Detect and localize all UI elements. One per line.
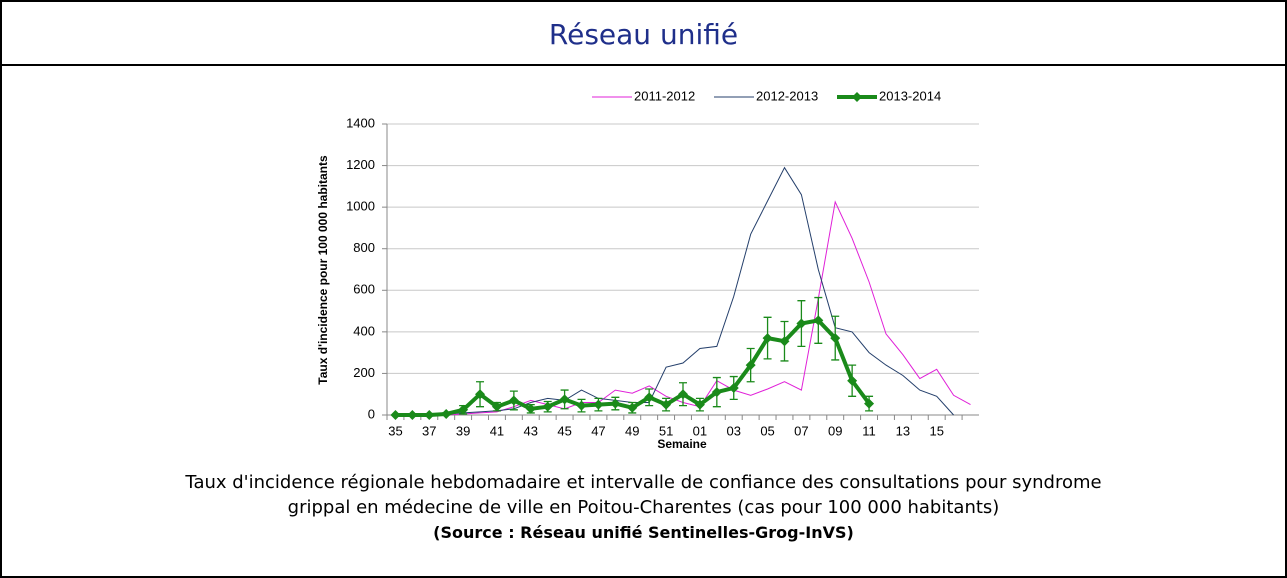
source: (Source : Réseau unifié Sentinelles-Grog… bbox=[433, 523, 854, 542]
marker bbox=[864, 398, 875, 409]
chart: Taux d'incidence pour 100 000 habitants … bbox=[316, 88, 979, 451]
x-tick-label: 13 bbox=[896, 423, 910, 438]
y-tick-label: 600 bbox=[353, 282, 375, 297]
y-axis-title: Taux d'incidence pour 100 000 habitants bbox=[316, 155, 330, 385]
y-tick-label: 0 bbox=[368, 406, 375, 421]
y-tick-label: 400 bbox=[353, 323, 375, 338]
marker bbox=[678, 389, 688, 400]
marker bbox=[508, 395, 519, 406]
x-tick-label: 07 bbox=[794, 423, 808, 438]
y-tick-label: 200 bbox=[353, 365, 375, 380]
marker bbox=[458, 404, 469, 415]
marker bbox=[779, 336, 790, 347]
x-tick-label: 41 bbox=[490, 423, 504, 438]
x-tick-label: 51 bbox=[659, 423, 673, 438]
marker bbox=[559, 394, 570, 405]
x-tick-label: 37 bbox=[422, 423, 436, 438]
marker bbox=[491, 401, 502, 412]
x-tick-label: 05 bbox=[760, 423, 774, 438]
marker bbox=[610, 398, 621, 409]
marker bbox=[728, 382, 739, 393]
series-line bbox=[395, 318, 871, 417]
marker bbox=[593, 399, 604, 410]
legend-label: 2013-2014 bbox=[879, 88, 941, 103]
marker bbox=[745, 360, 756, 371]
legend-marker bbox=[852, 92, 862, 102]
x-tick-label: 49 bbox=[625, 423, 639, 438]
x-tick-label: 15 bbox=[929, 423, 943, 438]
x-tick-label: 03 bbox=[727, 423, 741, 438]
y-tick-label: 1000 bbox=[346, 199, 375, 214]
marker bbox=[390, 410, 401, 420]
x-tick-label: 47 bbox=[591, 423, 605, 438]
marker bbox=[475, 389, 486, 400]
x-tick-label: 43 bbox=[524, 423, 538, 438]
x-tick-label: 09 bbox=[828, 423, 842, 438]
y-tick-label: 800 bbox=[353, 240, 375, 255]
x-axis-title: Semaine bbox=[657, 437, 707, 451]
title: Réseau unifié bbox=[2, 2, 1285, 66]
marker bbox=[441, 408, 452, 419]
marker bbox=[762, 333, 773, 344]
series-line bbox=[395, 166, 954, 416]
caption: Taux d'incidence régionale hebdomadaire … bbox=[185, 472, 1102, 518]
marker bbox=[661, 399, 672, 410]
marker bbox=[644, 392, 655, 403]
marker bbox=[576, 400, 587, 411]
legend-label: 2012-2013 bbox=[756, 88, 818, 103]
x-tick-label: 11 bbox=[862, 423, 876, 438]
y-tick-label: 1400 bbox=[346, 115, 375, 130]
x-tick-label: 39 bbox=[456, 423, 470, 438]
marker bbox=[407, 410, 418, 420]
marker bbox=[847, 375, 858, 386]
x-tick-label: 35 bbox=[388, 423, 402, 438]
marker bbox=[694, 399, 705, 410]
marker bbox=[627, 402, 638, 413]
marker bbox=[830, 333, 841, 344]
y-tick-label: 1200 bbox=[346, 157, 375, 172]
marker bbox=[796, 318, 807, 329]
marker bbox=[424, 410, 435, 420]
legend-label: 2011-2012 bbox=[634, 88, 695, 103]
x-tick-label: 01 bbox=[693, 423, 707, 438]
marker bbox=[542, 401, 553, 412]
marker bbox=[525, 403, 536, 414]
caption-block: Taux d'incidence régionale hebdomadaire … bbox=[2, 470, 1285, 545]
marker bbox=[711, 387, 722, 398]
marker bbox=[813, 315, 824, 326]
x-tick-label: 45 bbox=[557, 423, 571, 438]
